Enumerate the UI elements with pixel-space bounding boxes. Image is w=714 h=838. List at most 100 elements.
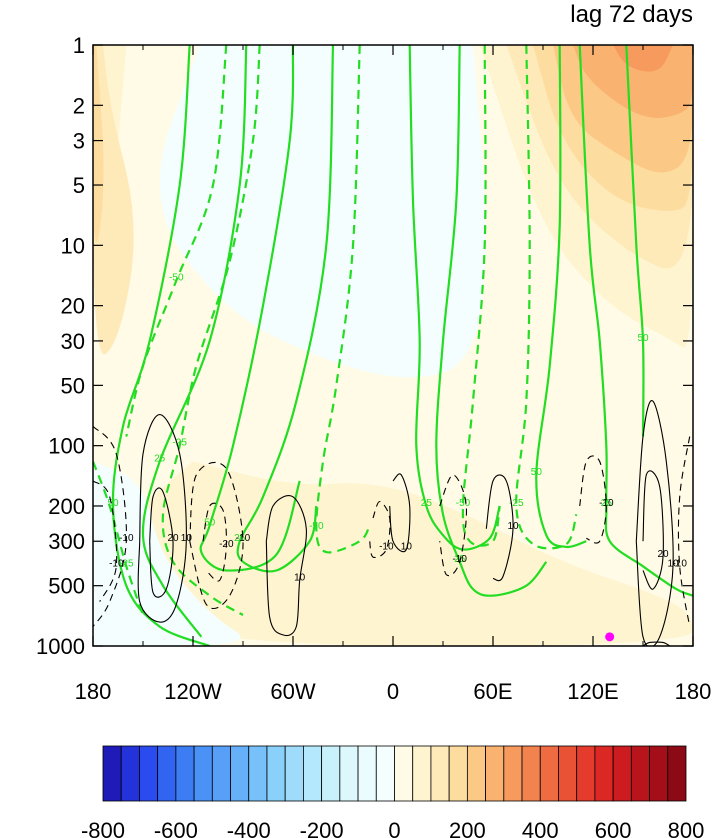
contour-label-0-0: 50	[107, 498, 119, 509]
x-tick-label-3: 0	[387, 679, 399, 704]
colorbar-bin-10	[284, 745, 304, 802]
colorbar-bin-29	[630, 745, 650, 802]
colorbar-bin-3	[157, 745, 177, 802]
colorbar-bin-15	[375, 745, 395, 802]
contour-label-0-3: -25	[172, 438, 187, 449]
contour-line-1-8	[389, 473, 411, 553]
colorbar-bin-0	[102, 745, 122, 802]
colorbar-label-4: 0	[388, 818, 400, 838]
colorbar-bin-8	[248, 745, 268, 802]
contour-line-1-6	[265, 495, 307, 637]
contour-label-1-13: 20	[657, 549, 669, 560]
colorbar-bin-31	[667, 745, 687, 802]
contour-line-0-14	[93, 461, 145, 616]
colorbar-label-5: 200	[449, 818, 486, 838]
contour-line-0-11	[535, 45, 587, 549]
x-tick-label-1: 120W	[164, 679, 222, 704]
contour-label-1-10: 10	[507, 521, 519, 532]
contour-line-1-13	[642, 470, 664, 590]
contour-line-0-2	[141, 45, 248, 638]
contour-line-0-8	[435, 45, 548, 597]
colorbar-bin-27	[594, 745, 614, 802]
y-tick-label-6: 30	[61, 329, 85, 354]
contour-line-1-9	[439, 474, 468, 577]
contour-label-1-14: -10	[672, 558, 687, 569]
contour-label-1-4: -10	[236, 533, 251, 544]
contour-label-0-10: -25	[509, 498, 524, 509]
contour-line-0-0	[111, 45, 211, 646]
colorbar-label-2: -400	[227, 818, 271, 838]
contour-line-1-10	[485, 474, 514, 582]
y-tick-label-12: 1000	[36, 634, 85, 659]
y-tick-label-4: 10	[61, 233, 85, 258]
contour-label-0-13: 50	[637, 333, 649, 344]
colorbar-label-8: 800	[668, 818, 705, 838]
colorbar-label-6: 400	[522, 818, 559, 838]
colorbar-bin-28	[612, 745, 632, 802]
contour-line-1-12	[635, 400, 674, 646]
contour-label-0-11: 50	[531, 467, 543, 478]
colorbar-bin-2	[139, 745, 159, 802]
contour-line-1-2	[137, 414, 187, 623]
marker-point-0	[605, 632, 615, 642]
colorbar: -800 -600 -400 -200 0 200 400 600 800	[81, 745, 705, 838]
x-tick-label-5: 120E	[567, 679, 618, 704]
colorbar-bin-24	[539, 745, 559, 802]
contour-line-0-3	[161, 45, 261, 616]
colorbar-bin-9	[266, 745, 286, 802]
colorbar-bin-20	[466, 745, 486, 802]
contour-line-1-4	[189, 461, 244, 609]
contour-label-0-9: -50	[456, 498, 471, 509]
contour-label-1-11: -10	[599, 498, 614, 509]
contour-label-1-0: -10	[119, 533, 134, 544]
contour-line-1-15	[642, 641, 670, 646]
contour-line-0-13	[625, 45, 645, 437]
colorbar-bin-22	[503, 745, 523, 802]
colorbar-label-7: 600	[595, 818, 632, 838]
colorbar-bin-19	[448, 745, 468, 802]
colorbar-bin-18	[430, 745, 450, 802]
colorbar-bin-14	[357, 745, 377, 802]
y-tick-label-1: 2	[73, 93, 85, 118]
contour-label-1-12: 10	[667, 558, 679, 569]
colorbar-bin-30	[649, 745, 669, 802]
contour-label-0-12: 25	[601, 498, 613, 509]
contour-line-0-5	[236, 45, 335, 573]
colorbar-bin-4	[175, 745, 195, 802]
x-tick-label-4: 60E	[473, 679, 512, 704]
colorbar-bin-11	[303, 745, 323, 802]
contour-label-0-4: 50	[204, 517, 216, 528]
colorbar-bin-6	[211, 745, 231, 802]
contour-label-1-9: -10	[452, 554, 467, 565]
contour-label-0-14: -25	[119, 558, 134, 569]
y-tick-label-5: 20	[61, 294, 85, 319]
contour-label-1-8: 10	[401, 542, 413, 553]
contour-line-0-7	[408, 45, 501, 551]
colorbar-bin-21	[485, 745, 505, 802]
contour-line-0-1	[125, 45, 228, 437]
colorbar-bin-25	[558, 745, 578, 802]
y-tick-label-0: 1	[73, 33, 85, 58]
shaded-region-5	[159, 45, 486, 378]
contour-line-1-5	[202, 502, 227, 582]
contour-label-0-2: 25	[154, 454, 166, 465]
contour-line-0-9	[461, 45, 501, 547]
colorbar-bin-1	[120, 745, 140, 802]
y-tick-label-2: 3	[73, 129, 85, 154]
y-tick-label-11: 500	[48, 574, 85, 599]
x-tick-label-6: 180	[675, 679, 712, 704]
contour-line-1-7	[369, 500, 391, 558]
y-tick-label-10: 300	[48, 529, 85, 554]
contour-label-1-5: -20	[219, 539, 234, 550]
colorbar-bin-7	[230, 745, 250, 802]
y-tick-label-9: 200	[48, 494, 85, 519]
colorbar-bin-26	[576, 745, 596, 802]
shaded-region-16	[93, 461, 241, 646]
x-tick-label-2: 60W	[270, 679, 315, 704]
chart-title: lag 72 days	[570, 1, 693, 28]
contour-label-1-1: -10	[109, 558, 124, 569]
y-tick-label-7: 50	[61, 373, 85, 398]
